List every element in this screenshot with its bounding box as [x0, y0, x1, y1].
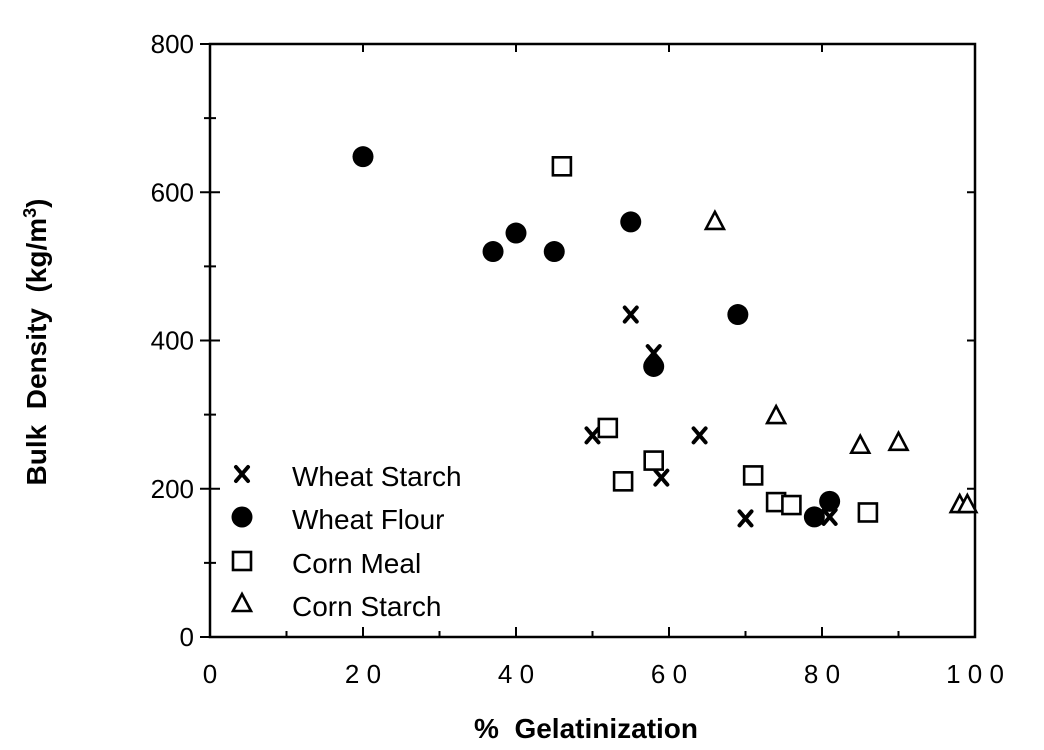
- corn-meal-point: [781, 494, 802, 516]
- x-stroke: [234, 465, 250, 483]
- legend-corn-meal-label: Corn Meal: [292, 548, 421, 579]
- data-points: [352, 146, 979, 528]
- wheat-starch-point: [622, 305, 639, 324]
- x-tick-label: 1 0 0: [946, 659, 1004, 689]
- x-stroke: [821, 507, 838, 526]
- x-stroke: [653, 468, 670, 487]
- y-axis: 0 200 400 600 800: [151, 29, 975, 652]
- wheat-flour-point: [482, 241, 504, 263]
- wheat-flour-point: [803, 506, 825, 528]
- corn-starch-point: [956, 492, 979, 514]
- corn-meal-point: [612, 471, 634, 492]
- x-tick-label: 8 0: [804, 659, 840, 689]
- x-tick-label: 6 0: [651, 659, 687, 689]
- corn-starch-point: [764, 403, 788, 425]
- corn-meal-point: [643, 450, 665, 471]
- y-axis-title-superscript: 3: [20, 208, 40, 218]
- legend-corn-starch-marker: [230, 591, 254, 613]
- wheat-starch-point: [653, 468, 670, 487]
- x-stroke: [737, 509, 754, 528]
- wheat-starch-point: [821, 507, 838, 526]
- corn-starch-point: [849, 432, 872, 455]
- x-stroke: [691, 426, 708, 445]
- corn-meal-point: [597, 417, 619, 439]
- wheat-flour-point: [727, 304, 749, 326]
- corn-meal-point: [742, 465, 764, 486]
- wheat-flour-point: [543, 241, 565, 263]
- x-stroke: [622, 305, 639, 324]
- legend-wheat-flour-marker: [231, 506, 253, 528]
- y-tick-label: 800: [151, 29, 194, 59]
- wheat-flour-point: [643, 355, 665, 377]
- y-tick-label: 200: [151, 474, 194, 504]
- wheat-flour-point: [819, 490, 841, 512]
- y-axis-title-main: Bulk Density (kg/m: [21, 218, 52, 486]
- legend-corn-meal-marker: [231, 550, 253, 572]
- legend-wheat-starch-label: Wheat Starch: [292, 461, 462, 492]
- wheat-starch-point: [584, 426, 601, 445]
- wheat-flour-point: [505, 222, 527, 244]
- y-tick-label: 0: [180, 622, 194, 652]
- wheat-starch-point: [691, 426, 708, 445]
- x-tick-label: 2 0: [345, 659, 381, 689]
- y-axis-title: Bulk Density (kg/m3): [20, 199, 52, 486]
- x-tick-label: 0: [203, 659, 217, 689]
- y-tick-label: 600: [151, 177, 194, 207]
- wheat-starch-point: [737, 509, 754, 528]
- corn-meal-point: [857, 502, 879, 523]
- legend: Wheat Starch Wheat Flour Corn Meal Corn Sta…: [230, 461, 462, 622]
- x-tick-label: 4 0: [498, 659, 534, 689]
- legend-corn-starch-label: Corn Starch: [292, 591, 441, 622]
- corn-meal-point: [551, 156, 573, 177]
- x-axis-title: % Gelatinization: [474, 713, 698, 744]
- corn-starch-point: [887, 430, 910, 452]
- legend-wheat-flour-label: Wheat Flour: [292, 504, 445, 535]
- wheat-flour-point: [620, 211, 642, 233]
- y-tick-label: 400: [151, 326, 194, 356]
- y-axis-title-close: ): [21, 199, 52, 208]
- x-stroke: [584, 426, 601, 445]
- legend-wheat-starch-marker: [234, 465, 250, 483]
- corn-starch-point: [703, 209, 727, 231]
- wheat-flour-point: [352, 146, 374, 168]
- x-axis: 0 2 0 4 0 6 0 8 0 1 0 0: [203, 44, 1004, 689]
